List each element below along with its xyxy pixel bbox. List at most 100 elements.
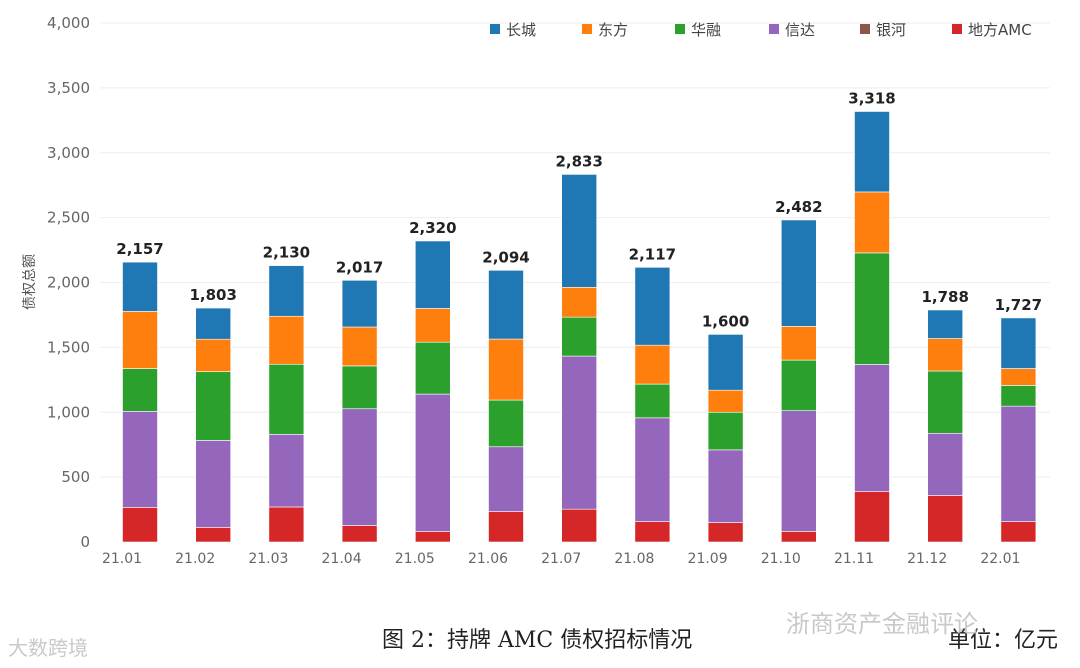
x-tick-label: 21.11 [834,551,874,567]
bar-total-label: 2,094 [482,248,529,266]
legend-swatch [952,24,962,34]
bar-segment [488,338,524,401]
bar-segment [195,338,231,372]
legend-label: 长城 [506,21,536,39]
bar-segment [707,522,744,543]
bar-segment [780,531,817,543]
x-tick-label: 21.12 [907,551,947,567]
bar-segment [414,393,451,532]
x-tick-label: 21.02 [175,551,215,567]
legend-swatch [582,24,592,34]
bar-segment [561,287,598,318]
bar-segment [634,417,671,522]
y-tick-label: 1,500 [47,338,90,356]
bar-segment [1000,521,1037,543]
bar-segment [488,511,524,543]
bar-segment [122,311,158,369]
bar-total-label: 2,117 [629,245,676,263]
x-tick-label: 21.09 [688,551,728,567]
bar-total-label: 1,727 [995,296,1042,314]
bar-segment [561,316,598,357]
bar-segment [488,399,524,448]
bar-segment [927,432,964,496]
bar-segment [341,525,378,543]
bar-segment [268,434,305,508]
bar-segment [1000,385,1037,407]
bar-total-label: 2,017 [336,258,383,276]
bar-segment [780,326,817,361]
bar-segment [780,359,817,411]
bar-segment [561,355,598,510]
watermark-wechat: 浙商资产金融评论 [786,610,978,638]
bar-segment [634,383,671,419]
y-tick-label: 3,500 [47,79,90,97]
bar-segment [268,265,305,317]
legend-label: 信达 [785,21,815,39]
x-tick-label: 21.07 [541,551,581,567]
x-tick-label: 21.08 [614,551,654,567]
bar-segment [341,408,378,526]
y-tick-label: 500 [61,468,90,486]
bar-segment [414,308,451,343]
bar-segment [341,326,378,367]
bar-segment [1000,405,1037,522]
bar-segment [195,440,231,528]
legend-swatch [769,24,779,34]
bar-total-label: 2,130 [263,244,310,262]
bar-segment [634,344,671,385]
bar-segment [780,219,817,327]
bar-segment [268,315,305,365]
bar-total-label: 2,157 [116,240,163,258]
legend-swatch [675,24,685,34]
bar-segment [414,240,451,309]
bar-segment [854,364,890,492]
bar-segment [854,111,890,193]
x-tick-label: 21.04 [322,551,362,567]
bar-segment [707,389,744,413]
y-axis-title: 债权总额 [22,254,38,310]
legend-label: 银河 [876,21,906,39]
bar-segment [122,261,158,312]
bar-segment [854,191,890,254]
bar-segment [341,365,378,410]
bar-segment [927,338,964,372]
bar-segment [414,531,451,543]
bar-total-label: 2,833 [555,152,602,170]
bar-segment [195,307,231,340]
bar-segment [854,491,890,543]
bar-segment [1000,317,1037,369]
bar-segment [122,507,158,543]
x-tick-label: 21.01 [102,551,142,567]
bar-total-label: 3,318 [848,89,895,107]
bar-segment [268,363,305,435]
bar-total-label: 1,788 [921,288,968,306]
bar-segment [268,506,305,543]
bar-segment [414,341,451,395]
bar-total-label: 1,600 [702,312,749,330]
watermark-logo: 大数跨境 [8,636,88,660]
bar-segment [707,449,744,523]
bar-segment [854,252,890,365]
bar-segment [195,371,231,441]
x-tick-label: 21.06 [468,551,508,567]
legend-label: 地方AMC [968,21,1032,39]
bar-segment [341,279,378,328]
bar-segment [780,410,817,532]
bar-segment [195,527,231,543]
bar-segment [634,267,671,346]
bar-segment [488,270,524,340]
bar-total-label: 1,803 [189,286,236,304]
bar-segment [707,334,744,391]
y-tick-label: 3,000 [47,144,90,162]
y-tick-label: 4,000 [47,14,90,32]
legend-swatch [490,24,500,34]
bar-segment [122,368,158,412]
y-tick-label: 1,000 [47,403,90,421]
x-tick-label: 21.05 [395,551,435,567]
bar-segment [927,495,964,543]
figure-caption: 图 2：持牌 AMC 债权招标情况 [382,628,693,653]
y-tick-label: 0 [80,533,90,551]
bar-segment [707,411,744,451]
x-tick-label: 22.01 [980,551,1020,567]
y-tick-label: 2,500 [47,209,90,227]
